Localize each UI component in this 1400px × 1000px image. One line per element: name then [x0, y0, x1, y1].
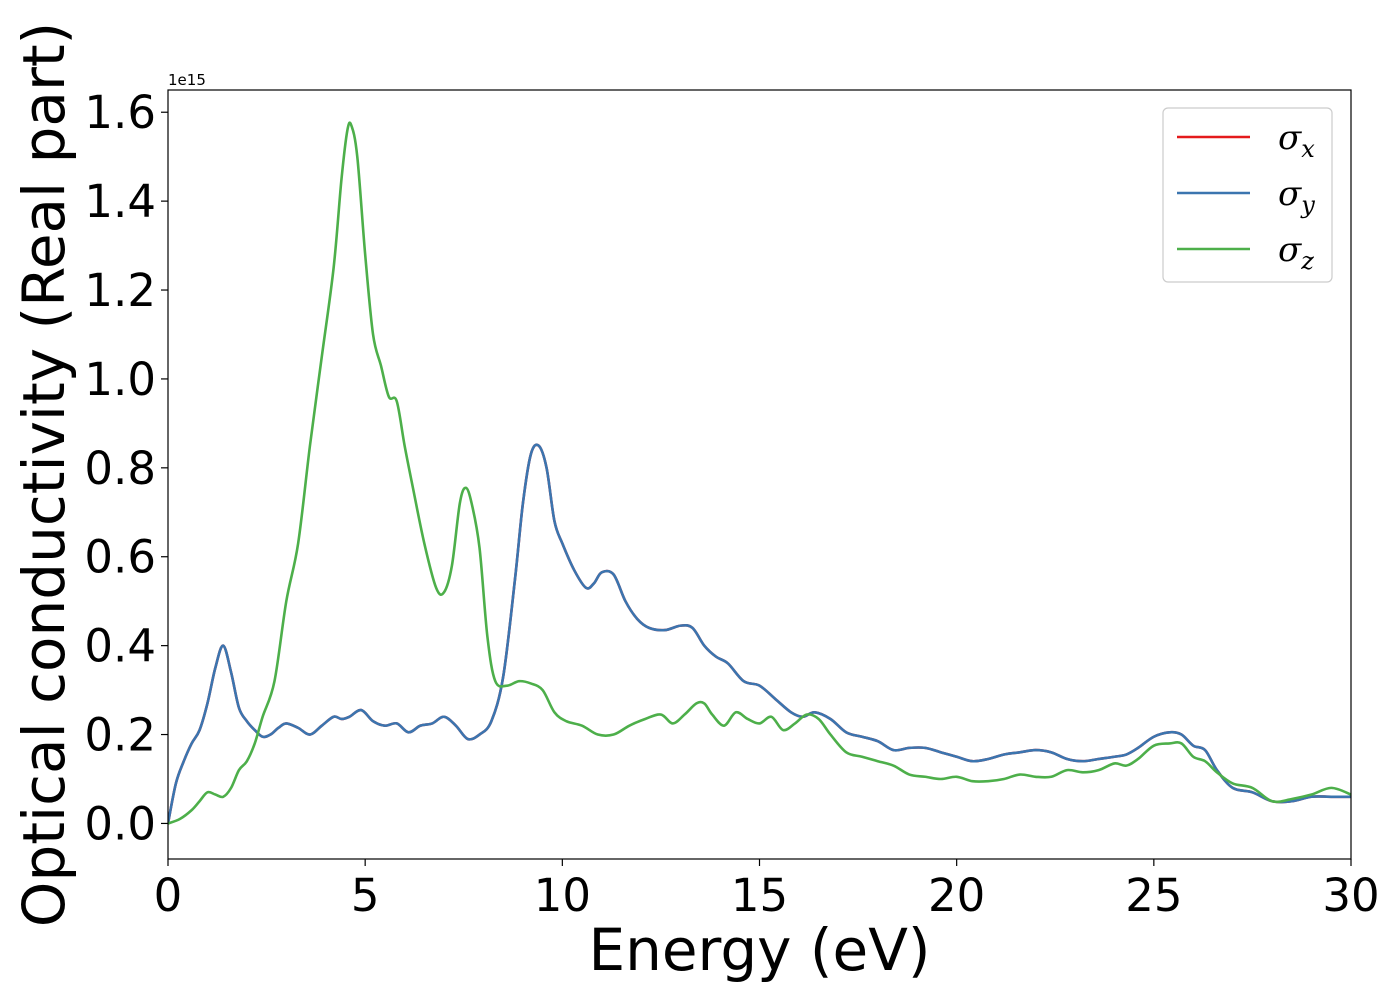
legend-subscript: x: [1301, 135, 1315, 163]
legend-symbol: σ: [1278, 230, 1302, 270]
legend-label-z: σz: [1278, 230, 1314, 275]
legend-symbol: σ: [1278, 118, 1302, 158]
x-tick-label: 10: [534, 869, 591, 922]
y-tick-label: 0.6: [84, 531, 156, 584]
y-tick-label: 1.2: [84, 264, 156, 317]
y-tick-label: 1.0: [84, 353, 156, 406]
x-tick-label: 15: [731, 869, 788, 922]
y-tick-label: 0.0: [84, 797, 156, 850]
legend-subscript: y: [1300, 191, 1315, 219]
y-axis-title: Optical conductivity (Real part): [10, 22, 78, 927]
y-tick-label: 1.4: [84, 175, 156, 228]
series-line-y: [168, 443, 1351, 825]
y-axis: 0.0 0.2 0.4 0.6 0.8 1.0 1.2 1.4 1.6: [84, 86, 168, 850]
x-axis: 0 5 10 15 20 25 30: [154, 859, 1380, 922]
x-axis-title: Energy (eV): [588, 916, 930, 984]
y-tick-label: 0.8: [84, 442, 156, 495]
x-tick-label: 30: [1322, 869, 1379, 922]
series-layer: [168, 121, 1351, 825]
legend-label-y: σy: [1278, 174, 1315, 219]
y-tick-label: 0.4: [84, 620, 156, 673]
x-tick-label: 0: [154, 869, 183, 922]
y-offset-label: 1e15: [168, 71, 206, 89]
x-tick-label: 5: [351, 869, 380, 922]
y-tick-label: 0.2: [84, 709, 156, 762]
x-tick-label: 25: [1125, 869, 1182, 922]
y-tick-label: 1.6: [84, 86, 156, 139]
series-line-z: [168, 121, 1351, 825]
x-tick-label: 20: [928, 869, 985, 922]
legend-frame: [1162, 107, 1333, 283]
legend-symbol: σ: [1278, 174, 1302, 214]
legend-subscript: z: [1300, 247, 1314, 275]
legend-label-x: σx: [1278, 118, 1315, 163]
